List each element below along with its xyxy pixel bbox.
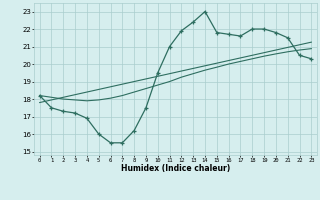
X-axis label: Humidex (Indice chaleur): Humidex (Indice chaleur): [121, 164, 230, 173]
